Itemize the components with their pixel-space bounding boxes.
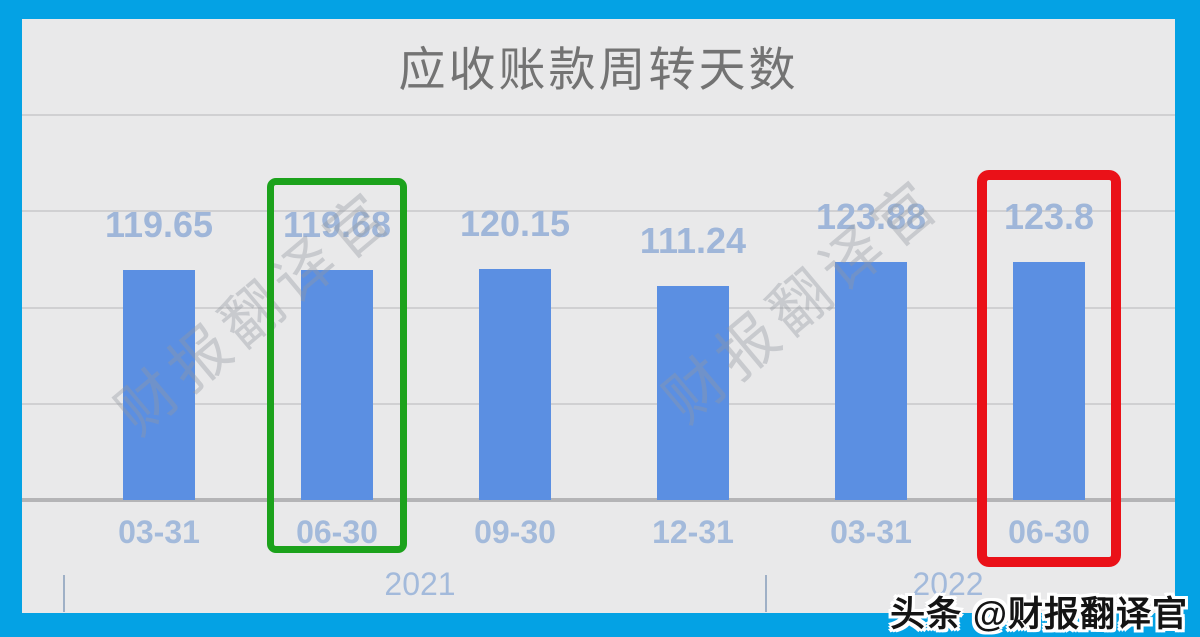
- year-label: 2022: [912, 566, 984, 602]
- bar: [1013, 261, 1085, 500]
- bar-value-label: 120.15: [459, 202, 571, 244]
- year-tick: [765, 575, 767, 612]
- bar: [301, 269, 373, 500]
- x-axis-label: 06-30: [1008, 514, 1090, 550]
- x-axis-label: 03-31: [118, 514, 200, 550]
- bar: [123, 269, 195, 500]
- byline-stamp: 头条 @财报翻译官: [890, 595, 1188, 634]
- year-tick: [63, 575, 65, 612]
- gridline: [22, 114, 1175, 116]
- bar-value-label: 123.88: [815, 195, 927, 237]
- highlight-box-green: [267, 178, 407, 553]
- x-axis-label: 09-30: [474, 514, 556, 550]
- highlight-box-red: [977, 170, 1121, 567]
- x-axis-label: 03-31: [830, 514, 912, 550]
- x-axis-label: 06-30: [296, 514, 378, 550]
- x-axis-line: [22, 498, 1175, 502]
- bar-value-label: 119.65: [104, 203, 214, 245]
- chart-title: 应收账款周转天数: [398, 43, 799, 96]
- bar-value-label: 111.24: [639, 219, 747, 261]
- bar-value-label: 123.8: [1003, 195, 1095, 237]
- bar: [835, 261, 907, 500]
- gridline: [22, 402, 1175, 405]
- x-axis-label: 12-31: [652, 514, 734, 550]
- bar: [657, 285, 729, 500]
- bar: [479, 268, 551, 500]
- year-label: 2021: [384, 566, 456, 602]
- bar-value-label: 119.68: [282, 203, 392, 245]
- gridline: [22, 210, 1175, 213]
- gridline: [22, 306, 1175, 309]
